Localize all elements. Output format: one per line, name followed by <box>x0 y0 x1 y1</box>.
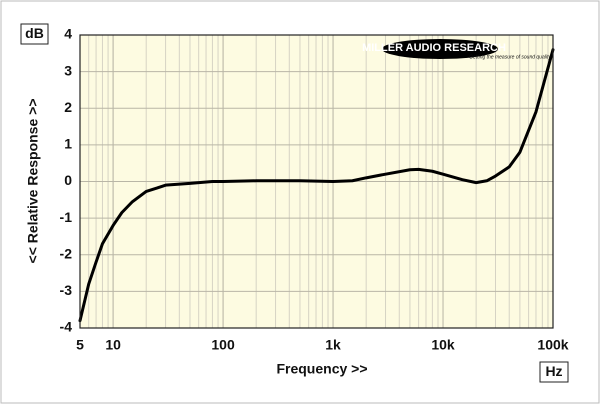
y-unit-box <box>20 23 49 45</box>
response-curve <box>78 48 555 323</box>
y-unit: dB <box>25 25 44 41</box>
x-tick-label: 10 <box>105 337 121 353</box>
x-tick-label: 100 <box>211 337 235 353</box>
y-tick-label: -3 <box>60 282 73 298</box>
y-tick-label: 2 <box>64 99 72 115</box>
y-tick-label: -2 <box>60 245 73 261</box>
y-axis-label: << Relative Response >> <box>25 99 41 264</box>
x-unit: Hz <box>545 363 562 379</box>
x-tick-label: 5 <box>76 337 84 353</box>
logo-tagline: Getting the measure of sound quality <box>469 54 551 60</box>
y-tick-label: 4 <box>64 26 72 42</box>
y-tick-label: -4 <box>60 319 73 335</box>
x-tick-label: 10k <box>431 337 455 353</box>
x-tick-label: 100k <box>537 337 568 353</box>
x-unit-box <box>539 361 569 383</box>
logo-badge <box>382 39 498 59</box>
marks <box>78 48 555 323</box>
plot-border <box>79 34 554 329</box>
y-tick-label: -1 <box>60 209 73 225</box>
y-tick-label: 0 <box>64 172 72 188</box>
y-tick-label: 1 <box>64 136 72 152</box>
x-tick-label: 1k <box>325 337 341 353</box>
logo: MILLER AUDIO RESEARCH <box>362 42 506 54</box>
x-axis-label: Frequency >> <box>276 361 367 377</box>
y-tick-label: 3 <box>64 62 72 78</box>
